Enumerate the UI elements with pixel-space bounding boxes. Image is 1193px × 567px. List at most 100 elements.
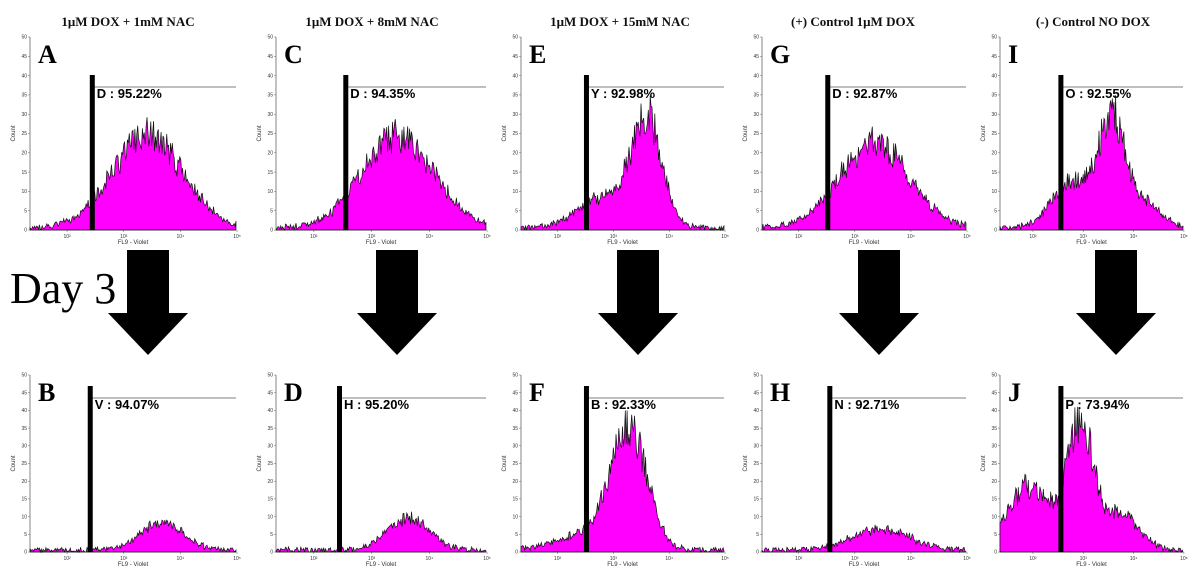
y-tick-label: 5: [24, 208, 27, 214]
x-tick-label: 10⁴: [425, 234, 433, 240]
y-tick-label: 5: [24, 532, 27, 538]
y-tick-label: 20: [21, 479, 27, 485]
column-titles: 1μM DOX + 1mM NAC 1μM DOX + 8mM NAC 1μM …: [61, 14, 1150, 29]
gate-line: [825, 75, 831, 230]
y-tick-label: 0: [994, 228, 997, 234]
x-axis-label: FL9 - Violet: [118, 240, 149, 246]
histogram-area: [29, 117, 237, 231]
x-tick-label: 10⁴: [425, 556, 433, 562]
y-tick-label: 50: [267, 373, 273, 379]
x-tick-label: 10²: [795, 556, 803, 562]
x-tick-label: 10⁴: [907, 234, 915, 240]
gate-line: [337, 386, 342, 552]
histogram-panel: 0 5 10 15 20 25 30 35 40 45 50 Count 10² 10³ 10⁴ 10⁵ FL9…: [502, 35, 729, 246]
y-tick-label: 5: [994, 532, 997, 538]
gate-line: [583, 75, 589, 230]
y-tick-label: 40: [267, 408, 273, 414]
gate-label: D : 92.87%: [832, 86, 897, 101]
y-tick-label: 10: [21, 189, 27, 195]
y-tick-label: 10: [512, 189, 518, 195]
y-tick-label: 30: [512, 112, 518, 118]
y-tick-label: 50: [753, 35, 759, 41]
gate-label: D : 94.35%: [350, 86, 415, 101]
y-tick-label: 20: [267, 479, 273, 485]
y-axis-label: Count: [743, 455, 749, 471]
y-tick-label: 0: [756, 228, 759, 234]
y-tick-label: 15: [991, 497, 997, 503]
x-tick-label: 10³: [368, 234, 376, 240]
y-tick-label: 30: [267, 444, 273, 450]
histogram-area: [275, 119, 487, 231]
panel-letter: B: [38, 378, 55, 407]
histogram-area: [29, 519, 237, 554]
y-tick-label: 25: [267, 461, 273, 467]
histogram-panel: 0 5 10 15 20 25 30 35 40 45 50 Count 10² 10³ 10⁴ 10⁵ FL9…: [257, 35, 491, 246]
y-tick-label: 30: [753, 112, 759, 118]
y-axis-label: Count: [743, 125, 749, 141]
gate-line: [827, 386, 833, 552]
y-tick-label: 35: [267, 426, 273, 432]
x-axis-label: FL9 - Violet: [1076, 240, 1107, 246]
y-tick-label: 5: [994, 208, 997, 214]
y-tick-label: 15: [991, 170, 997, 176]
x-tick-label: 10⁵: [963, 556, 971, 562]
y-tick-label: 40: [512, 73, 518, 79]
y-tick-label: 45: [991, 54, 997, 60]
y-tick-label: 30: [991, 112, 997, 118]
panel-letter: E: [529, 40, 546, 69]
x-tick-label: 10³: [368, 556, 376, 562]
y-tick-label: 30: [512, 444, 518, 450]
y-tick-label: 45: [21, 390, 27, 396]
panel-letter: D: [284, 378, 303, 407]
y-tick-label: 20: [21, 151, 27, 157]
x-tick-label: 10⁵: [483, 556, 491, 562]
column-title: 1μM DOX + 15mM NAC: [550, 14, 690, 29]
y-tick-label: 50: [512, 35, 518, 41]
y-axis-label: Count: [981, 455, 987, 471]
panel-letter: J: [1008, 378, 1021, 407]
histogram-panel: 0 5 10 15 20 25 30 35 40 45 50 Count 10² 10³ 10⁴ 10⁵ FL9…: [981, 373, 1188, 567]
x-tick-label: 10³: [851, 234, 859, 240]
x-tick-label: 10²: [795, 234, 803, 240]
histogram-panel: 0 5 10 15 20 25 30 35 40 45 50 Count 10² 10³ 10⁴ 10⁵ FL9…: [11, 35, 241, 246]
x-tick-label: 10²: [1029, 234, 1037, 240]
y-tick-label: 30: [753, 444, 759, 450]
x-tick-label: 10³: [120, 234, 128, 240]
y-tick-label: 20: [267, 151, 273, 157]
x-tick-label: 10⁴: [907, 556, 915, 562]
histogram-area: [999, 95, 1184, 231]
y-axis-label: Count: [502, 455, 508, 471]
y-tick-label: 30: [21, 444, 27, 450]
y-tick-label: 30: [991, 444, 997, 450]
x-axis-label: FL9 - Violet: [849, 240, 880, 246]
x-tick-label: 10³: [851, 556, 859, 562]
x-tick-label: 10⁴: [665, 556, 673, 562]
y-tick-label: 15: [753, 497, 759, 503]
y-tick-label: 25: [512, 461, 518, 467]
x-axis-label: FL9 - Violet: [607, 240, 638, 246]
histogram-panel: 0 5 10 15 20 25 30 35 40 45 50 Count 10² 10³ 10⁴ 10⁵ FL9…: [743, 373, 971, 567]
down-arrow-icon: [839, 250, 919, 355]
y-tick-label: 5: [515, 532, 518, 538]
y-tick-label: 10: [267, 514, 273, 520]
gate-label: Y : 92.98%: [591, 86, 656, 101]
y-tick-label: 0: [270, 550, 273, 556]
y-axis-label: Count: [11, 125, 17, 141]
x-tick-label: 10²: [310, 556, 318, 562]
y-tick-label: 25: [753, 131, 759, 137]
x-axis-label: FL9 - Violet: [118, 562, 149, 567]
histogram-panel: 0 5 10 15 20 25 30 35 40 45 50 Count 10² 10³ 10⁴ 10⁵ FL9…: [257, 373, 491, 567]
x-tick-label: 10³: [120, 556, 128, 562]
y-tick-label: 35: [267, 93, 273, 99]
x-axis-label: FL9 - Violet: [607, 562, 638, 567]
y-tick-label: 15: [512, 497, 518, 503]
y-tick-label: 10: [753, 514, 759, 520]
histogram-panel: 0 5 10 15 20 25 30 35 40 45 50 Count 10² 10³ 10⁴ 10⁵ FL9…: [11, 373, 241, 567]
y-tick-label: 5: [515, 208, 518, 214]
y-tick-label: 40: [21, 73, 27, 79]
x-tick-label: 10⁵: [721, 234, 729, 240]
y-tick-label: 25: [21, 131, 27, 137]
day-label: Day 3: [10, 264, 116, 313]
